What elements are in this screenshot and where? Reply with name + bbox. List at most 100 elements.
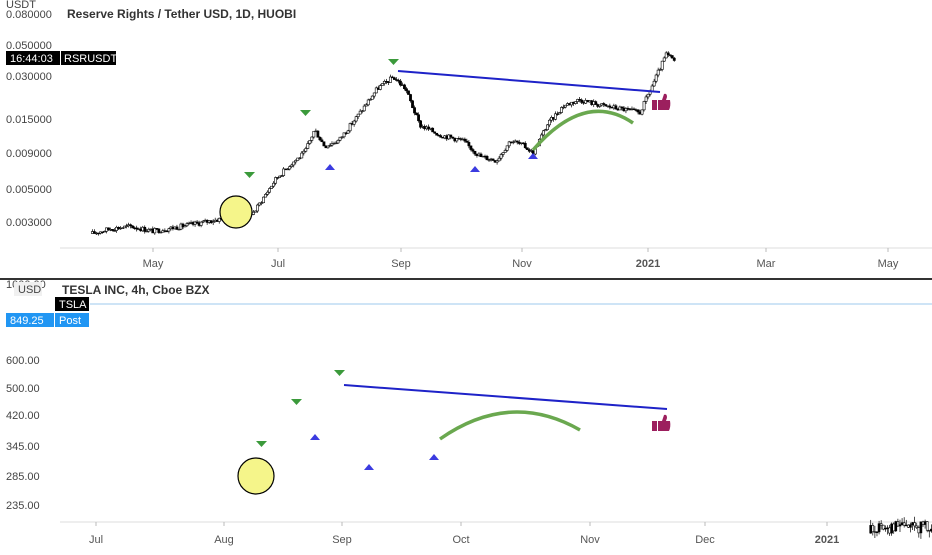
candle	[388, 74, 392, 84]
candle	[614, 103, 618, 110]
candle-body-up	[217, 217, 221, 222]
candle	[469, 145, 473, 152]
candle	[658, 67, 662, 71]
candle-body-up	[656, 69, 660, 76]
candle	[298, 157, 302, 160]
candle-body-up	[167, 228, 171, 232]
candle	[340, 136, 344, 140]
candle	[548, 118, 551, 128]
candle-body-up	[326, 145, 330, 149]
candle-body-up	[145, 230, 149, 233]
candle	[286, 167, 290, 171]
candle	[546, 123, 549, 131]
candle	[907, 524, 910, 528]
bottom-unit-label: USD	[18, 284, 41, 296]
candle-body-up	[380, 83, 384, 86]
top-unit-label: USDT	[6, 0, 36, 11]
candle-body-up	[304, 148, 308, 152]
candle-body-down	[666, 52, 670, 56]
candle	[644, 94, 648, 104]
candle	[312, 130, 316, 139]
candle	[574, 101, 578, 105]
candle	[125, 223, 129, 229]
candle	[135, 225, 139, 232]
up-triangle-marker	[429, 454, 439, 460]
candle-body-up	[348, 123, 352, 132]
highlight-circle	[219, 195, 253, 229]
candle	[262, 196, 265, 204]
candle	[366, 98, 370, 107]
candle-body-up	[499, 154, 503, 159]
candle-body-up	[354, 116, 358, 122]
candle	[487, 158, 491, 163]
candle	[256, 203, 259, 213]
candle	[560, 106, 563, 114]
candle	[195, 220, 199, 224]
candle-body-down	[479, 153, 483, 158]
top-x-tick: 2021	[636, 258, 660, 270]
price-badge: 849.25	[10, 315, 44, 327]
candle	[326, 145, 330, 149]
candle-body-down	[439, 135, 443, 138]
candle-body-down	[113, 230, 116, 232]
candle	[362, 104, 366, 112]
candle-body-up	[927, 529, 931, 532]
down-triangle-marker	[334, 370, 345, 376]
top-chart-panel[interactable]: USDT 0.080000 0.050000 0.030000 0.015000…	[6, 0, 932, 270]
candle	[558, 111, 561, 115]
candle	[199, 221, 203, 228]
bottom-x-tick: Dec	[695, 534, 715, 546]
candle-body-down	[904, 524, 908, 527]
candle	[382, 79, 386, 86]
candle	[499, 152, 503, 161]
bottom-chart-panel[interactable]: 1000.00 USD TESLA INC, 4h, Cboe BZX TSLA…	[6, 279, 932, 546]
candle	[894, 520, 898, 533]
candle	[564, 104, 567, 109]
candle	[270, 185, 273, 189]
candle	[201, 219, 205, 224]
candle-body-up	[562, 106, 565, 109]
candle-body-up	[256, 204, 259, 212]
candle	[479, 152, 483, 158]
candle	[654, 73, 658, 84]
candle-body-up	[306, 143, 310, 149]
candle-body-up	[185, 223, 189, 227]
bottom-x-tick: Sep	[332, 534, 352, 546]
top-x-tick: May	[143, 258, 164, 270]
candle-body-down	[143, 226, 147, 232]
bottom-y-tick: 420.00	[6, 410, 40, 422]
candle-body-down	[471, 149, 475, 152]
bottom-x-tick: Oct	[452, 534, 469, 546]
candle-body-up	[505, 145, 509, 151]
candle	[274, 176, 278, 186]
bottom-candles	[869, 516, 932, 539]
candle	[290, 163, 294, 169]
candle-body-up	[328, 144, 332, 147]
candle-body-up	[286, 168, 290, 171]
candle-body-up	[598, 104, 602, 107]
candle	[403, 83, 406, 91]
candle	[348, 122, 352, 133]
candle-body-up	[382, 81, 386, 84]
candle-body-up	[366, 99, 370, 106]
bottom-x-tick: Jul	[89, 534, 103, 546]
candle	[113, 228, 116, 232]
candle-body-down	[407, 90, 410, 95]
candle	[145, 228, 149, 233]
candle	[503, 148, 507, 153]
candle	[336, 139, 340, 145]
candle-body-up	[338, 136, 342, 141]
down-triangle-marker	[244, 172, 255, 178]
candle-body-down	[433, 131, 437, 134]
candle-body-up	[362, 105, 366, 112]
bottom-y-tick: 500.00	[6, 383, 40, 395]
candle-body-up	[644, 96, 648, 102]
candle-body-up	[576, 99, 580, 102]
candle	[525, 147, 529, 150]
candle-body-up	[356, 113, 360, 117]
candle	[372, 92, 376, 99]
candle-body-down	[877, 523, 881, 533]
candle	[640, 109, 644, 116]
candle	[364, 102, 368, 107]
candle	[666, 51, 670, 57]
